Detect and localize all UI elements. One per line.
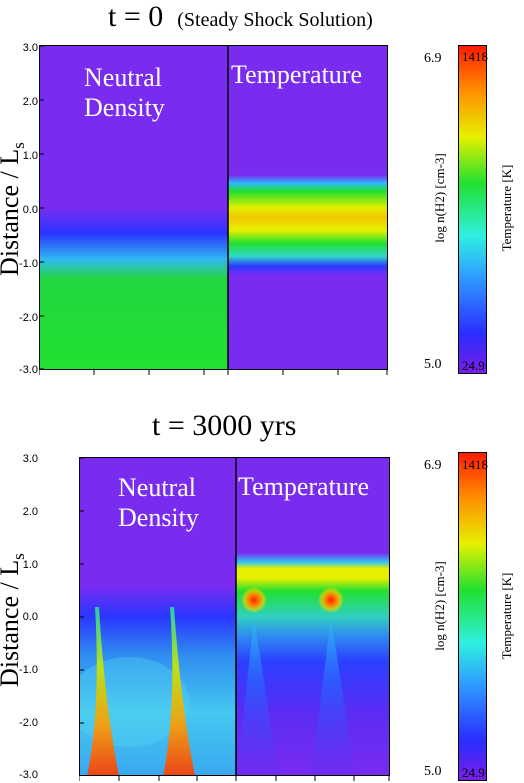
- plot-frame: [79, 457, 390, 781]
- cbar-left-axis-label: log n(H2) [cm-3]: [432, 153, 447, 243]
- y-tick: 1.0: [22, 150, 38, 162]
- y-axis-label-sub: s: [9, 142, 29, 149]
- y-tick: 3.0: [22, 42, 38, 54]
- neutral-density-label: Neutral Density: [118, 473, 199, 533]
- cbar-right-max: 1418: [462, 457, 488, 472]
- title-sub: (Steady Shock Solution): [177, 9, 373, 31]
- panel-title: t = 0 (Steady Shock Solution): [108, 2, 373, 32]
- y-tick: -1.0: [19, 664, 38, 676]
- cbar-left-max: 6.9: [424, 51, 442, 66]
- cbar-left-axis-label: log n(H2) [cm-3]: [432, 561, 447, 651]
- colorbar: [458, 452, 487, 781]
- temperature-map: [228, 45, 388, 370]
- y-tick: 0.0: [22, 611, 38, 623]
- cbar-right-min: 24.9: [462, 765, 485, 780]
- y-tick: 0.0: [22, 204, 38, 216]
- cbar-left-max: 6.9: [424, 458, 442, 473]
- y-tick: -3.0: [19, 364, 38, 376]
- cbar-left-min: 5.0: [424, 357, 442, 372]
- label-line: Density: [84, 93, 165, 122]
- y-tick: -3.0: [19, 769, 38, 781]
- cbar-right-max: 1418: [462, 49, 488, 64]
- title-main: t = 0: [108, 0, 164, 33]
- temperature-label: Temperature: [231, 60, 362, 89]
- label-line: Neutral: [84, 63, 162, 92]
- cbar-right-axis-label: Temperature [K]: [499, 164, 514, 252]
- density-map: [39, 45, 228, 370]
- colorbar: [458, 45, 487, 374]
- label-line: Neutral: [118, 473, 196, 502]
- cbar-right-axis-label: Temperature [K]: [499, 572, 514, 660]
- y-tick: -2.0: [19, 717, 38, 729]
- y-tick: 2.0: [22, 506, 38, 518]
- temperature-label: Temperature: [238, 472, 369, 501]
- panel-title: t = 3000 yrs: [152, 411, 296, 441]
- y-tick: 3.0: [22, 453, 38, 465]
- cbar-left-min: 5.0: [424, 764, 442, 779]
- y-tick: 1.0: [22, 559, 38, 571]
- title-main: t = 3000 yrs: [152, 409, 297, 442]
- y-tick: 2.0: [22, 96, 38, 108]
- neutral-density-label: Neutral Density: [84, 63, 165, 123]
- y-tick: -1.0: [19, 258, 38, 270]
- cbar-right-min: 24.9: [462, 358, 485, 373]
- plot-frame: [39, 45, 388, 375]
- label-line: Density: [118, 503, 199, 532]
- y-tick: -2.0: [19, 312, 38, 324]
